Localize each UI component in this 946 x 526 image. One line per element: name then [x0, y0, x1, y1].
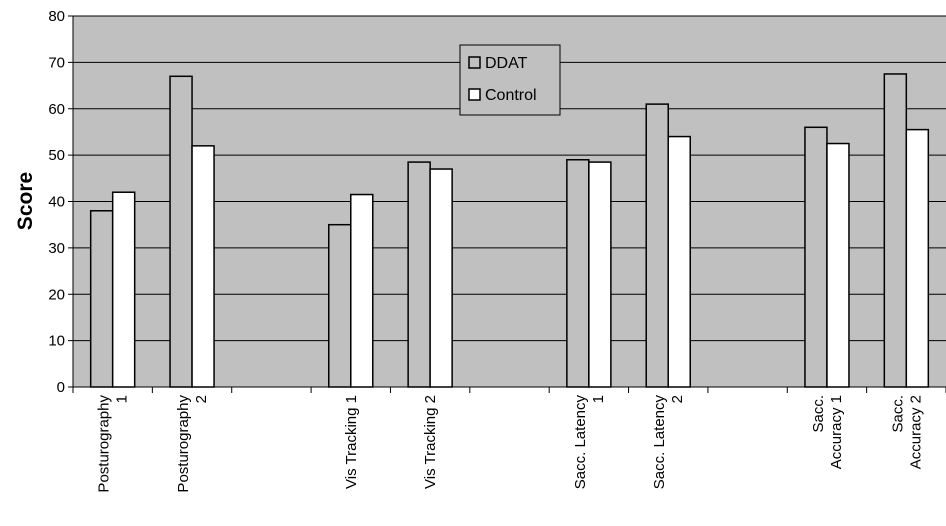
x-tick-label-line: Sacc.: [889, 395, 906, 433]
bar-control-1: [191, 145, 215, 388]
x-tick-label-0: Posturography 1: [96, 395, 131, 493]
y-tick-label: 80: [48, 8, 65, 25]
x-tick-label-line: 2: [669, 395, 686, 403]
legend-label-control: Control: [485, 87, 537, 104]
y-tick-label: 20: [48, 286, 65, 303]
x-tick-label-line: Vis Tracking 2: [422, 395, 439, 489]
x-axis-ticks: Posturography 1 Posturography 2 Vis Tracking…: [72, 387, 946, 493]
x-tick-label-line: Accuracy 1: [828, 395, 845, 469]
legend: DDAT Control: [459, 44, 561, 116]
x-tick-label-line: Sacc.: [810, 395, 827, 433]
x-tick-label-line: Accuracy 2: [907, 395, 924, 469]
bar-ddat-1: [169, 75, 193, 388]
y-tick-label: 10: [48, 333, 65, 350]
x-tick-label-7: Sacc. Latency 2: [651, 395, 686, 490]
y-axis-ticks: 0 10 20 30 40 50 60 70 80: [48, 8, 73, 396]
x-tick-label-line: 1: [114, 395, 131, 403]
y-tick-label: 50: [48, 147, 65, 164]
bar-control-4: [429, 168, 453, 388]
x-tick-label-3: Vis Tracking 1: [343, 395, 360, 489]
y-tick-label: 30: [48, 240, 65, 257]
bar-control-9: [826, 142, 850, 388]
bar-ddat-3: [328, 223, 352, 388]
y-tick-label: 70: [48, 54, 65, 71]
bar-ddat-4: [407, 161, 431, 388]
bar-control-0: [111, 191, 136, 388]
x-tick-label-line: 1: [590, 395, 607, 403]
bar-ddat-6: [566, 159, 590, 388]
bar-ddat-9: [804, 126, 828, 388]
x-tick-label-9: Sacc. Accuracy 1: [810, 395, 845, 469]
x-tick-label-line: Posturography: [96, 395, 113, 493]
bar-control-7: [667, 135, 691, 388]
bar-control-6: [588, 161, 612, 388]
bar-ddat-7: [645, 103, 669, 388]
x-tick-label-line: Sacc. Latency: [651, 395, 668, 490]
x-tick-label-4: Vis Tracking 2: [422, 395, 439, 489]
x-tick-label-10: Sacc. Accuracy 2: [889, 395, 924, 469]
x-tick-label-1: Posturography 2: [175, 395, 210, 493]
y-tick-label: 0: [57, 379, 65, 396]
bar-control-3: [350, 193, 374, 388]
x-tick-label-line: Vis Tracking 1: [343, 395, 360, 489]
bar-ddat-10: [883, 73, 908, 388]
y-tick-label: 40: [48, 194, 65, 211]
legend-swatch-ddat: [468, 56, 481, 69]
x-tick-label-6: Sacc. Latency 1: [572, 395, 607, 490]
x-tick-label-line: Sacc. Latency: [572, 395, 589, 490]
bar-control-10: [905, 128, 930, 388]
x-tick-label-line: Posturography: [175, 395, 192, 493]
y-axis-label: Score: [14, 172, 37, 230]
legend-label-ddat: DDAT: [485, 55, 528, 72]
legend-swatch-control: [468, 88, 481, 101]
y-tick-label: 60: [48, 101, 65, 118]
bar-ddat-0: [89, 210, 114, 388]
x-tick-label-line: 2: [193, 395, 210, 403]
